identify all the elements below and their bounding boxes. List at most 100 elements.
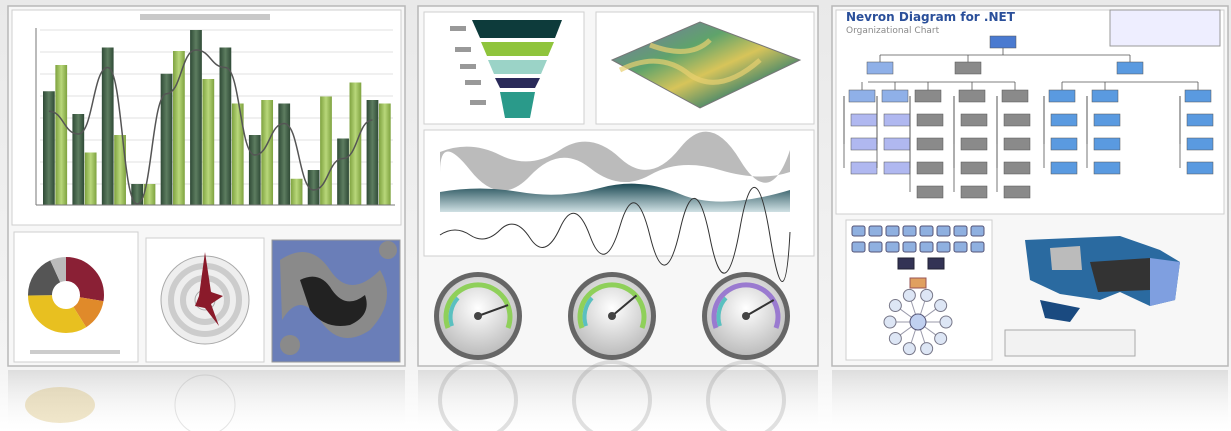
org-node — [1050, 113, 1078, 127]
gauge-hub — [474, 312, 482, 320]
node — [909, 277, 927, 289]
node — [953, 241, 968, 253]
org-node — [1050, 137, 1078, 151]
node — [885, 241, 900, 253]
org-node — [850, 113, 878, 127]
bar — [337, 138, 349, 205]
node — [970, 241, 985, 253]
legend-placeholder — [30, 350, 120, 354]
org-node — [960, 185, 988, 199]
org-node — [989, 35, 1017, 49]
diagram-subtitle: Organizational Chart — [846, 26, 940, 36]
org-chart — [843, 35, 1214, 199]
org-node — [960, 161, 988, 175]
node — [888, 331, 902, 345]
band — [440, 131, 790, 191]
reflection — [832, 370, 1228, 431]
org-node — [960, 137, 988, 151]
node — [851, 241, 866, 253]
node — [934, 299, 948, 313]
org-node — [1091, 89, 1119, 103]
diagram-title: Nevron Diagram for .NET — [846, 10, 1016, 24]
node — [902, 288, 916, 302]
node — [919, 225, 934, 237]
org-node — [1001, 89, 1029, 103]
node — [902, 225, 917, 237]
org-node — [960, 113, 988, 127]
org-node — [1050, 161, 1078, 175]
gauge-needle — [611, 294, 638, 317]
network-frame — [845, 219, 993, 361]
bar — [290, 178, 303, 205]
org-node — [958, 89, 986, 103]
node — [939, 315, 953, 329]
bar — [72, 114, 85, 205]
org-node — [1093, 137, 1121, 151]
bar — [307, 170, 320, 205]
node — [902, 342, 916, 356]
reflection-shapes — [25, 360, 786, 431]
bar — [114, 135, 126, 205]
node — [920, 288, 934, 302]
gauge-scale — [448, 296, 460, 327]
gauge-needle — [477, 304, 509, 317]
node — [936, 225, 951, 237]
gauge-hub — [742, 312, 750, 320]
legend — [1109, 9, 1221, 47]
bar — [84, 152, 97, 205]
org-node — [1186, 137, 1214, 151]
bar — [131, 184, 144, 205]
org-node — [954, 61, 982, 75]
gauge-scale — [443, 282, 513, 329]
gauge-scale — [582, 296, 594, 327]
node — [883, 315, 897, 329]
node — [902, 241, 917, 253]
trend-line — [48, 49, 373, 205]
bar — [55, 65, 68, 205]
bar — [202, 79, 215, 205]
donut — [28, 257, 104, 333]
org-node — [850, 137, 878, 151]
surface — [610, 21, 802, 109]
area — [440, 183, 790, 212]
org-node — [866, 61, 894, 75]
node — [851, 225, 866, 237]
title-placeholder — [140, 14, 270, 20]
bar — [143, 184, 156, 205]
node — [953, 225, 968, 237]
node — [888, 299, 902, 313]
bar — [278, 103, 291, 205]
org-node — [1003, 185, 1031, 199]
org-node — [883, 137, 911, 151]
gauge-scale — [711, 282, 781, 329]
gauges — [434, 272, 790, 360]
grid — [40, 29, 393, 185]
org-node — [916, 185, 944, 199]
bar — [261, 100, 274, 205]
gauge-scale — [577, 282, 647, 329]
bar — [378, 103, 391, 205]
bar — [43, 91, 55, 205]
bar — [190, 30, 202, 205]
bar-chart — [43, 30, 391, 205]
gauge-hub — [608, 312, 616, 320]
node — [936, 241, 951, 253]
node — [970, 225, 985, 237]
org-node — [881, 89, 909, 103]
bar — [101, 47, 114, 205]
network-diagram — [851, 225, 985, 356]
node — [919, 241, 934, 253]
org-node — [883, 161, 911, 175]
org-node — [848, 89, 876, 103]
node — [868, 241, 883, 253]
org-node — [1093, 113, 1121, 127]
org-node — [850, 161, 878, 175]
reflection — [8, 370, 405, 431]
node — [920, 342, 934, 356]
org-node — [1048, 89, 1076, 103]
bar — [160, 73, 173, 205]
org-node — [1003, 113, 1031, 127]
node — [927, 257, 945, 270]
node — [934, 331, 948, 345]
